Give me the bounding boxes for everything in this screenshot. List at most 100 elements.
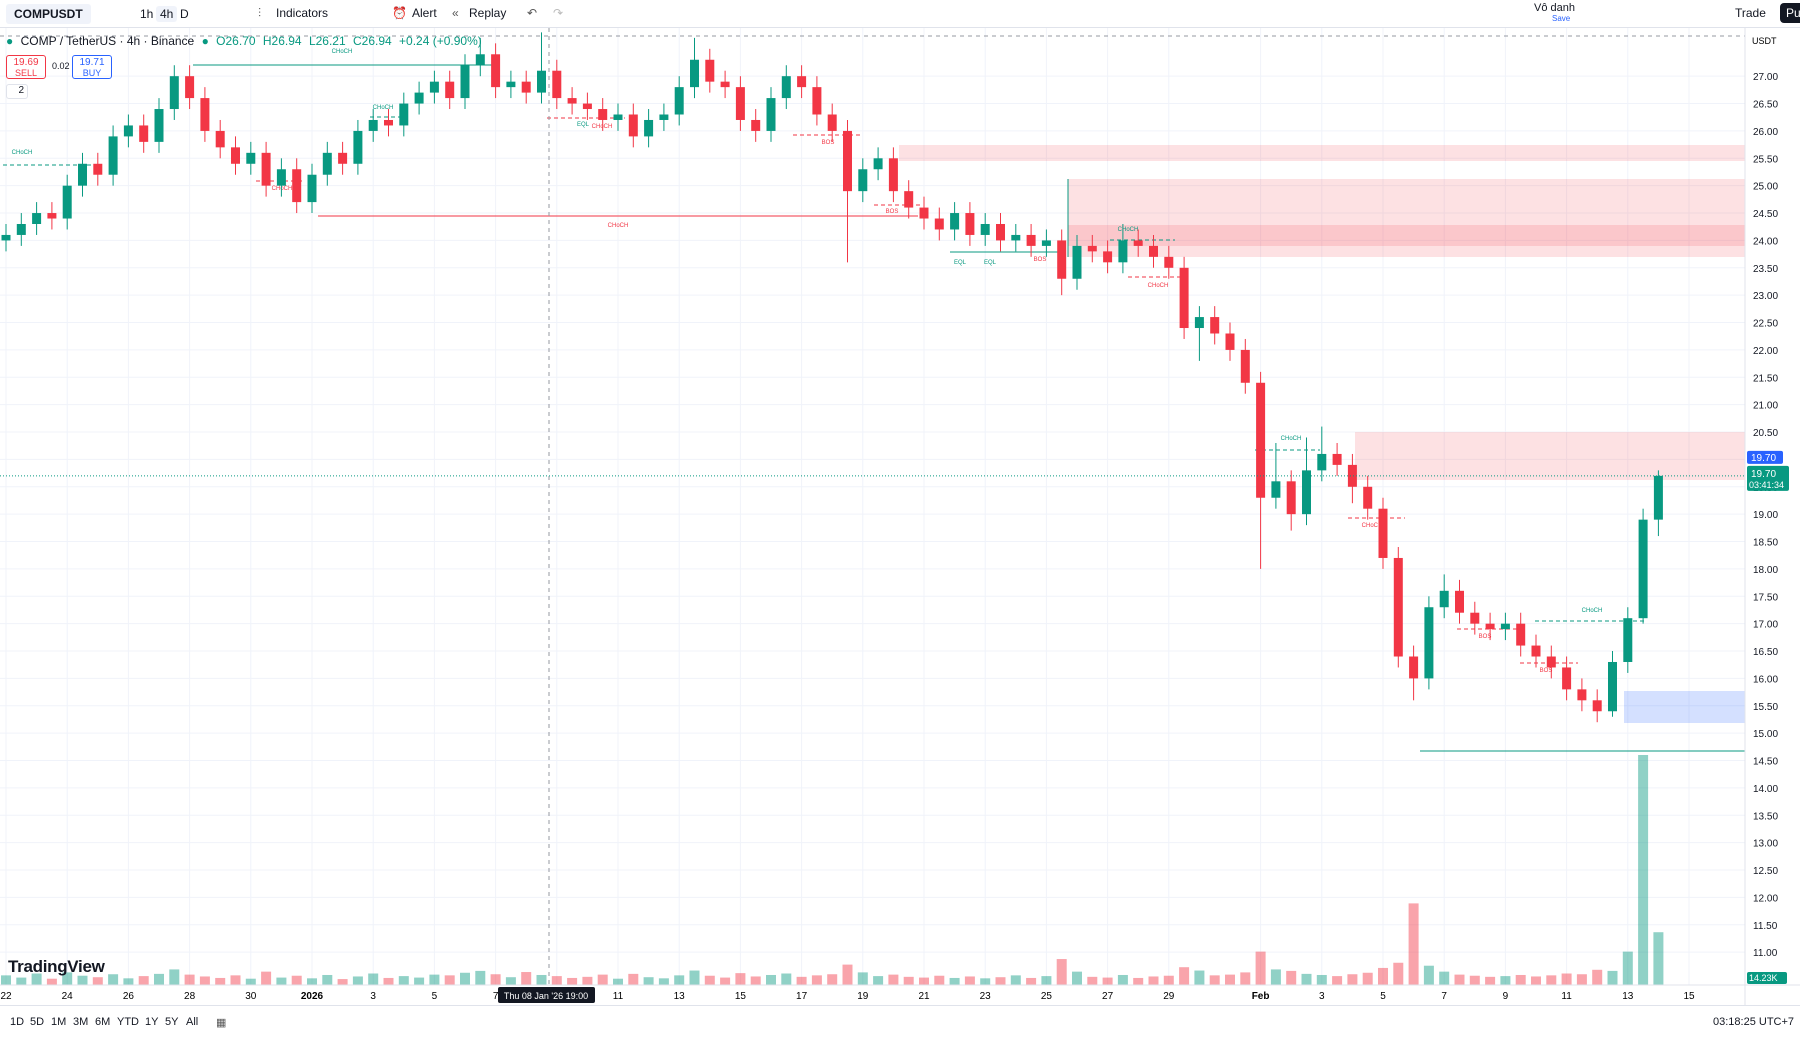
candle-body [644,119,654,137]
volume-bar [307,978,317,985]
volume-bar [704,975,715,985]
range-button[interactable]: YTD [117,1016,139,1028]
save-label[interactable]: Save [1552,14,1571,23]
goto-date-icon[interactable]: ▦ [216,1017,227,1029]
volume-bar [995,977,1006,985]
candle-body [1378,508,1388,558]
candle-body [720,81,730,88]
x-tick-label: 13 [1622,991,1634,1002]
x-tick-label: 29 [1163,991,1175,1002]
candle-body [414,92,424,104]
candle-body [491,54,501,88]
volume-bar [1607,970,1618,985]
volume-bar [398,976,409,985]
volume-bar [154,973,164,985]
symbol-search[interactable]: COMPUSDT [6,4,91,24]
buy-button[interactable]: 19.71 BUY [72,55,112,79]
candle-body [1164,256,1174,268]
supply-zone [1068,225,1745,246]
range-button[interactable]: 3M [73,1016,89,1028]
volume-bar [1301,973,1312,985]
alert-button[interactable]: Alert [412,6,437,20]
replay-button[interactable]: Replay [469,6,507,20]
annotation-label: CHoCH [608,223,629,229]
volume-bar [750,976,761,985]
volume-bar [1561,973,1572,985]
volume-bar [1087,976,1098,985]
annotation-label: CHoCH [373,105,394,111]
supply-zone [1355,432,1745,480]
candle-body [613,114,623,120]
volume-bar [1408,903,1419,985]
range-button[interactable]: 5D [30,1016,45,1028]
y-tick-label: 18.50 [1753,538,1778,549]
candle-body [200,98,210,131]
indicators-button[interactable]: Indicators [276,6,329,20]
sell-button[interactable]: 19.69 SELL [6,55,46,79]
indicator-toggle[interactable]: 2 [6,84,28,99]
brand-logo: TradingView [8,957,105,976]
candle-body [123,125,133,137]
volume-bar [1225,974,1235,985]
annotation-label: CHoCH [1281,436,1302,442]
annotation-label: CHoCH [1582,608,1603,614]
volume-bar [77,975,88,985]
candle-body [904,191,914,208]
y-tick-label: 14.00 [1753,784,1778,795]
volume-bar [505,977,516,985]
range-button[interactable]: All [186,1016,199,1028]
candle-body [445,81,455,99]
candle-body [1210,317,1220,334]
x-tick-label: 27 [1102,991,1114,1002]
candle-body [1240,349,1250,383]
candle-body [521,81,531,93]
range-button[interactable]: 1D [10,1016,25,1028]
trade-button[interactable]: Trade [1735,6,1766,20]
demand-zone [1624,691,1745,723]
interval[interactable]: D [180,7,189,21]
volume-label: 14.23K [1749,973,1778,983]
range-button[interactable]: 1Y [145,1016,159,1028]
ohlc-change: +0.24 (+0.90%) [399,34,482,48]
last-price-label: 19.70 [1751,469,1776,480]
volume-bar [980,978,991,985]
volume-bar [230,975,241,985]
y-tick-label: 23.00 [1753,291,1778,302]
x-tick-label: 30 [245,991,257,1002]
volume-bar [1576,974,1587,985]
price-axis [1745,28,1800,985]
redo-icon[interactable]: ↷ [553,6,564,20]
y-tick-label: 13.50 [1753,811,1778,822]
publish-button[interactable]: Pu [1780,3,1800,23]
candle-body [506,81,516,88]
volume-bar [460,972,470,985]
volume-bar [613,978,623,985]
undo-icon[interactable]: ↶ [527,6,538,20]
layout-name[interactable]: Vô danh [1534,2,1575,14]
range-button[interactable]: 6M [95,1016,111,1028]
volume-bar [1638,755,1649,985]
candle-body [1041,240,1051,246]
candle-body [552,70,562,99]
x-tick-label: 2026 [301,991,324,1002]
annotation-label: EQL [577,122,590,128]
y-tick-label: 11.00 [1753,948,1778,959]
volume-bar [352,976,363,985]
annotation-label: CHoCH [1118,227,1139,233]
volume-bar [261,971,272,985]
volume-bar [1393,962,1404,985]
volume-bar [1531,976,1541,985]
x-tick-label: 9 [1503,991,1509,1002]
candle-body [1470,612,1480,624]
interval[interactable]: 4h [156,6,178,22]
volume-bar [1194,970,1205,985]
interval[interactable]: 1h [140,7,154,21]
volume-bar [628,973,639,985]
volume-badge [1747,972,1787,984]
range-button[interactable]: 1M [51,1016,67,1028]
range-button[interactable]: 5Y [165,1016,179,1028]
candle-body [1332,453,1342,465]
price-badge [1747,450,1783,464]
